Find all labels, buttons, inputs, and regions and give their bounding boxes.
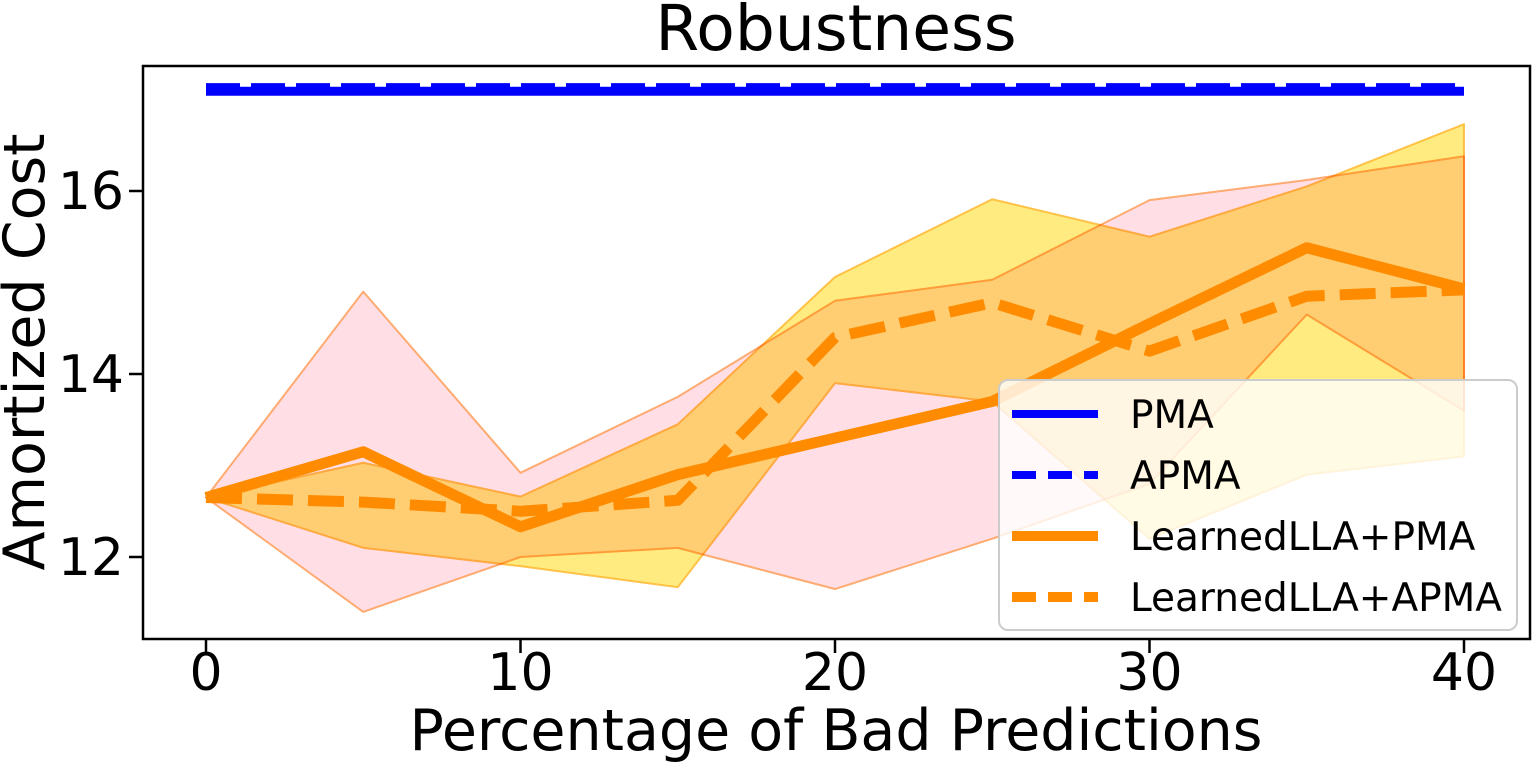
legend-label-pma: PMA <box>1130 393 1214 438</box>
legend: PMA APMA LearnedLLA+PMA LearnedLLA+APMA <box>998 379 1518 631</box>
axis-ticks-layer: 0 10 20 30 40 12 14 16 <box>58 162 1497 703</box>
legend-label-apma: APMA <box>1130 454 1241 499</box>
x-tick-label: 20 <box>802 643 868 703</box>
legend-label-learnedlla-pma: LearnedLLA+PMA <box>1130 515 1476 560</box>
y-tick-label: 12 <box>58 528 124 588</box>
y-axis-label: Amortized Cost <box>0 133 58 570</box>
series-lines-layer <box>204 83 1466 533</box>
plot-area-border <box>141 64 1532 641</box>
x-tick-label: 40 <box>1431 643 1497 703</box>
x-tick-label: 0 <box>189 643 222 703</box>
legend-label-learnedlla-apma: LearnedLLA+APMA <box>1130 576 1502 621</box>
chart-title: Robustness <box>655 0 1016 65</box>
x-tick-label: 10 <box>487 643 553 703</box>
y-tick-label: 14 <box>58 345 124 405</box>
legend-box <box>998 379 1518 631</box>
x-tick-label: 30 <box>1116 643 1182 703</box>
series-line-learnedlla-pma <box>204 242 1466 533</box>
x-axis-label: Percentage of Bad Predictions <box>409 698 1262 762</box>
series-line-learnedlla-apma <box>205 284 1465 517</box>
y-tick-label: 16 <box>58 162 124 222</box>
